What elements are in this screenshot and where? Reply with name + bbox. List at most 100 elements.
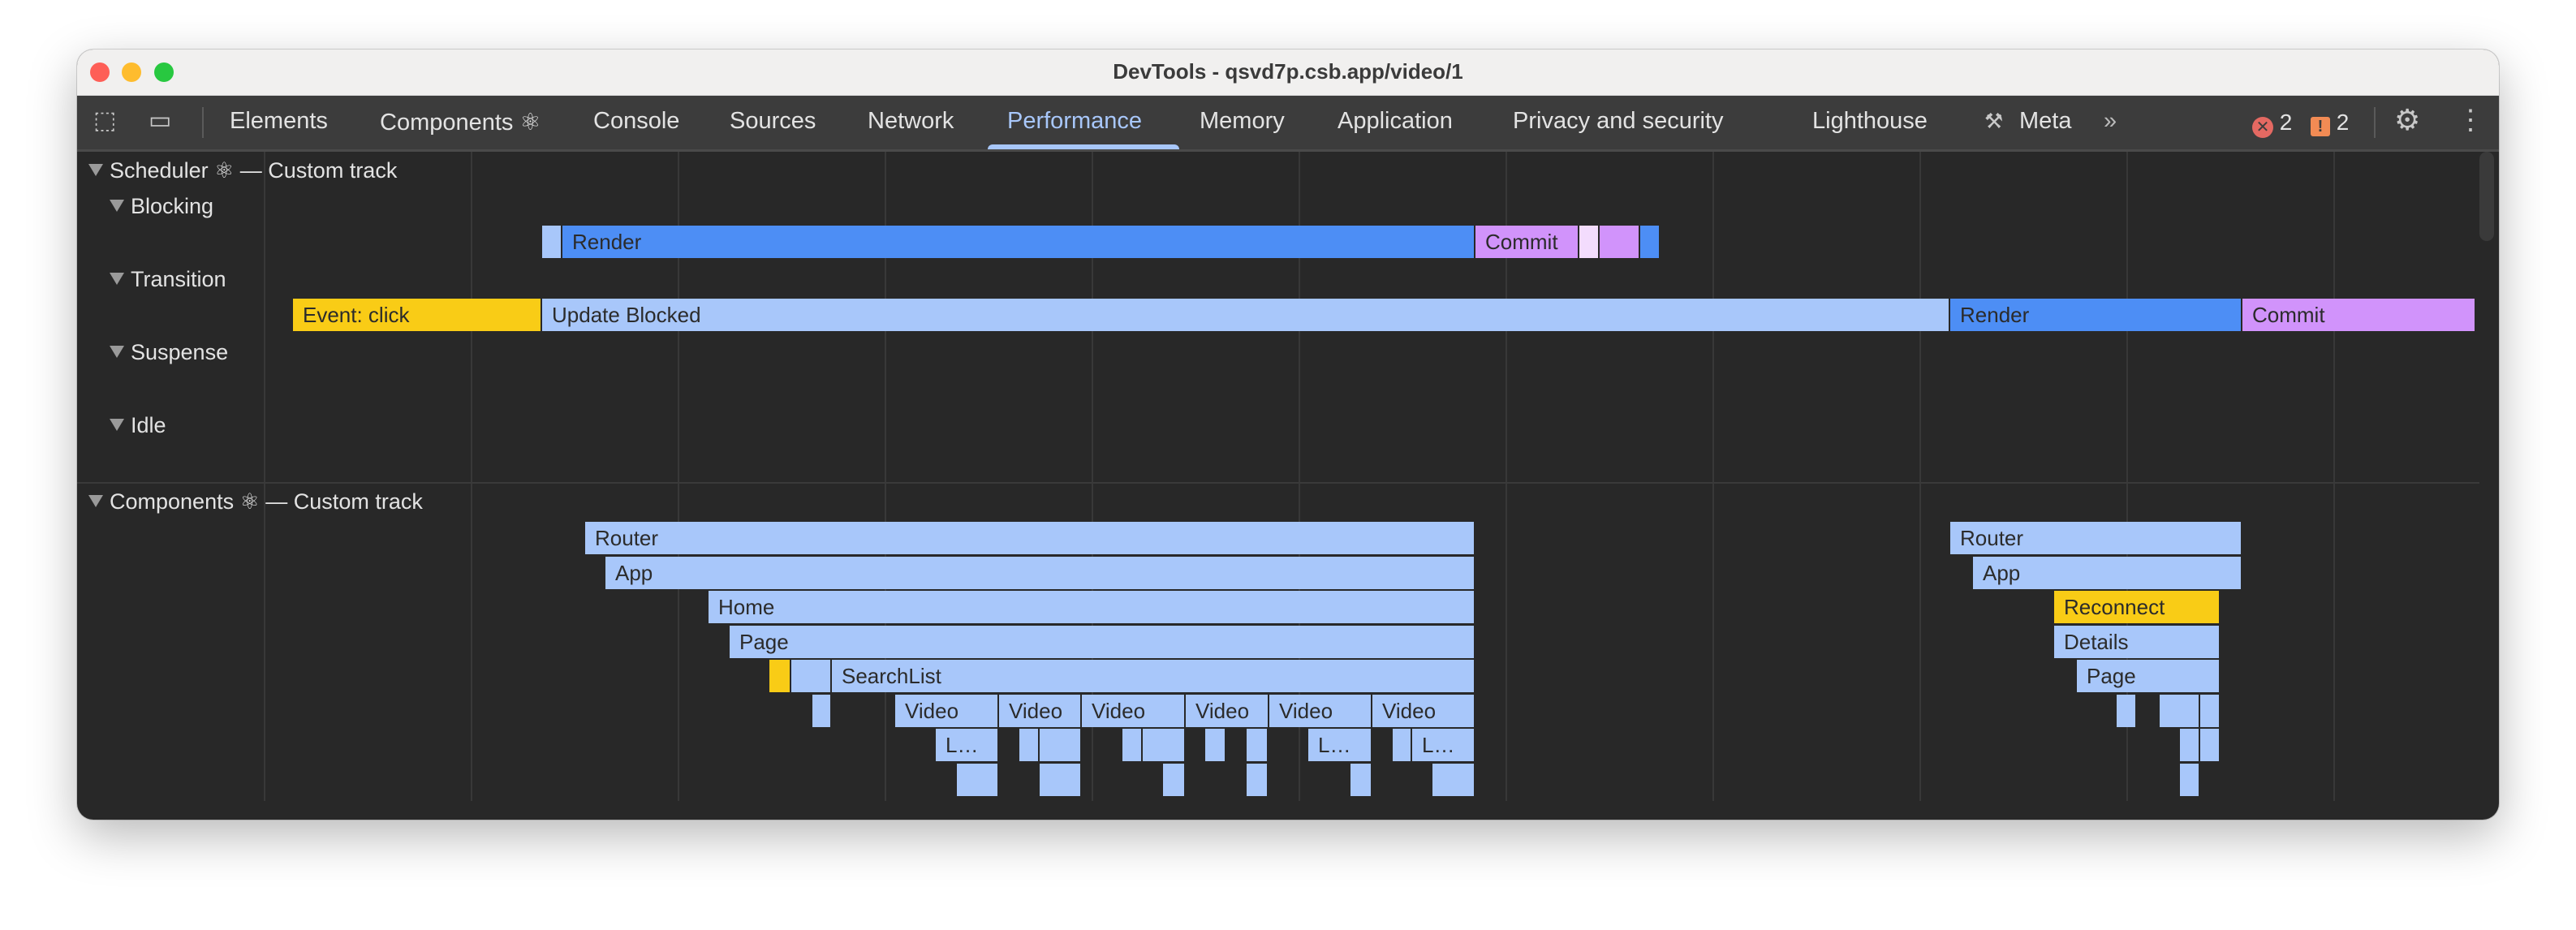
- tab-lighthouse[interactable]: Lighthouse: [1812, 108, 1928, 134]
- time-gridline: [2126, 152, 2128, 801]
- lane-blocking[interactable]: Blocking: [110, 194, 213, 219]
- settings-gear-icon[interactable]: ⚙: [2394, 103, 2421, 136]
- flame-bar-event-click[interactable]: Event: click: [293, 299, 542, 331]
- components-track-header[interactable]: Components ⚛ — Custom track: [88, 489, 423, 515]
- flame-bar-searchlist[interactable]: SearchList: [832, 660, 1475, 692]
- lane-label: Idle: [131, 413, 166, 437]
- more-options-kebab-icon[interactable]: ⋮: [2457, 105, 2484, 136]
- tab-sources[interactable]: Sources: [730, 108, 816, 134]
- more-tabs-chevron-icon[interactable]: »: [2104, 108, 2117, 134]
- flame-bar-update-blocked[interactable]: Update Blocked: [542, 299, 1950, 331]
- inspect-element-icon[interactable]: ⬚: [93, 107, 117, 134]
- flame-bar[interactable]: [1640, 226, 1661, 258]
- minimize-button[interactable]: [122, 62, 141, 82]
- flame-bar-page[interactable]: Page: [730, 626, 1475, 658]
- tab-meta[interactable]: Meta: [2019, 108, 2072, 134]
- flame-bar-truncated[interactable]: L…: [1412, 729, 1475, 761]
- time-gridline: [678, 152, 679, 801]
- device-toolbar-icon[interactable]: ▭: [149, 107, 172, 134]
- flame-bar[interactable]: [2180, 729, 2200, 761]
- flame-bar-video[interactable]: Video: [1186, 695, 1269, 727]
- collapse-triangle-icon: [110, 346, 124, 358]
- flame-bar[interactable]: [1350, 764, 1372, 796]
- tab-network[interactable]: Network: [868, 108, 954, 134]
- flame-bar[interactable]: [2200, 729, 2221, 761]
- flame-bar-home[interactable]: Home: [709, 591, 1475, 623]
- flame-bar[interactable]: [1247, 764, 1269, 796]
- tab-memory[interactable]: Memory: [1200, 108, 1285, 134]
- flame-bar[interactable]: [791, 660, 832, 692]
- performance-timeline[interactable]: Scheduler ⚛ — Custom track Blocking Tran…: [77, 152, 2499, 820]
- scheduler-track-header[interactable]: Scheduler ⚛ — Custom track: [88, 158, 397, 183]
- flame-bar[interactable]: [812, 695, 832, 727]
- tab-console[interactable]: Console: [593, 108, 680, 134]
- flame-bar[interactable]: [1163, 764, 1186, 796]
- flame-bar[interactable]: [1205, 729, 1226, 761]
- flame-bar-details[interactable]: Details: [2054, 626, 2221, 658]
- flame-bar[interactable]: [1122, 729, 1143, 761]
- divider: [202, 107, 204, 138]
- time-gridline: [1712, 152, 1714, 801]
- flame-bar-app[interactable]: App: [1973, 557, 2242, 589]
- tab-privacy-and-security[interactable]: Privacy and security: [1513, 108, 1724, 134]
- tab-components[interactable]: Components ⚛: [380, 110, 541, 136]
- zoom-button[interactable]: [154, 62, 174, 82]
- flame-bar[interactable]: [2117, 695, 2137, 727]
- track-separator: [77, 482, 2479, 484]
- collapse-triangle-icon: [88, 164, 103, 176]
- flame-bar-video[interactable]: Video: [895, 695, 999, 727]
- flame-bar-video[interactable]: Video: [1372, 695, 1475, 727]
- flame-bar-video[interactable]: Video: [1269, 695, 1372, 727]
- tab-performance[interactable]: Performance: [1007, 108, 1143, 134]
- flame-bar[interactable]: [2180, 764, 2200, 796]
- time-gridline: [264, 152, 265, 801]
- tab-application[interactable]: Application: [1338, 108, 1453, 134]
- flame-bar-reconnect[interactable]: Reconnect: [2054, 591, 2221, 623]
- flame-bar[interactable]: [1019, 729, 1040, 761]
- time-gridline: [1092, 152, 1093, 801]
- flame-bar-truncated[interactable]: L…: [1308, 729, 1372, 761]
- flame-bar-truncated[interactable]: L…: [936, 729, 999, 761]
- flame-bar-app[interactable]: App: [605, 557, 1475, 589]
- flame-bar[interactable]: [1432, 764, 1475, 796]
- flame-bar[interactable]: [2200, 695, 2221, 727]
- flame-bar[interactable]: [769, 660, 791, 692]
- lane-suspense[interactable]: Suspense: [110, 340, 228, 365]
- flame-bar-commit2[interactable]: Commit: [2242, 299, 2476, 331]
- flame-bar[interactable]: [1040, 729, 1082, 761]
- flame-bar-router[interactable]: Router: [1950, 522, 2242, 554]
- flame-bar-render[interactable]: Render: [562, 226, 1475, 258]
- error-counter[interactable]: ✕ 2: [2252, 110, 2292, 138]
- flame-bar-page[interactable]: Page: [2077, 660, 2221, 692]
- flame-bar[interactable]: [1143, 729, 1186, 761]
- title-bar: DevTools - qsvd7p.csb.app/video/1: [77, 50, 2499, 96]
- lane-idle[interactable]: Idle: [110, 413, 166, 438]
- flame-bar-video[interactable]: Video: [1082, 695, 1186, 727]
- flame-bar-render2[interactable]: Render: [1950, 299, 2242, 331]
- flame-bar[interactable]: [1040, 764, 1082, 796]
- close-button[interactable]: [90, 62, 110, 82]
- lane-transition[interactable]: Transition: [110, 267, 226, 292]
- flame-bar[interactable]: [1579, 226, 1600, 258]
- active-tab-indicator: [988, 144, 1179, 149]
- vertical-scrollbar[interactable]: [2479, 152, 2494, 241]
- flame-bar[interactable]: [1247, 729, 1269, 761]
- error-count: 2: [2279, 110, 2293, 135]
- flame-bar[interactable]: [1393, 729, 1412, 761]
- warning-counter[interactable]: ! 2: [2311, 110, 2349, 136]
- collapse-triangle-icon: [110, 419, 124, 431]
- warning-count: 2: [2336, 110, 2350, 135]
- flame-bar[interactable]: [1600, 226, 1640, 258]
- flame-bar[interactable]: [2160, 695, 2200, 727]
- flame-bar-router[interactable]: Router: [585, 522, 1475, 554]
- track-title: Scheduler ⚛ — Custom track: [110, 158, 398, 183]
- tab-elements[interactable]: Elements: [230, 108, 328, 134]
- flame-bar[interactable]: [542, 226, 562, 258]
- time-gridline: [885, 152, 886, 801]
- track-title: Components ⚛ — Custom track: [110, 489, 423, 514]
- flame-bar-commit[interactable]: Commit: [1475, 226, 1579, 258]
- time-gridline: [2333, 152, 2335, 801]
- flame-bar[interactable]: [957, 764, 999, 796]
- flame-bar-video[interactable]: Video: [999, 695, 1082, 727]
- error-icon: ✕: [2252, 117, 2273, 138]
